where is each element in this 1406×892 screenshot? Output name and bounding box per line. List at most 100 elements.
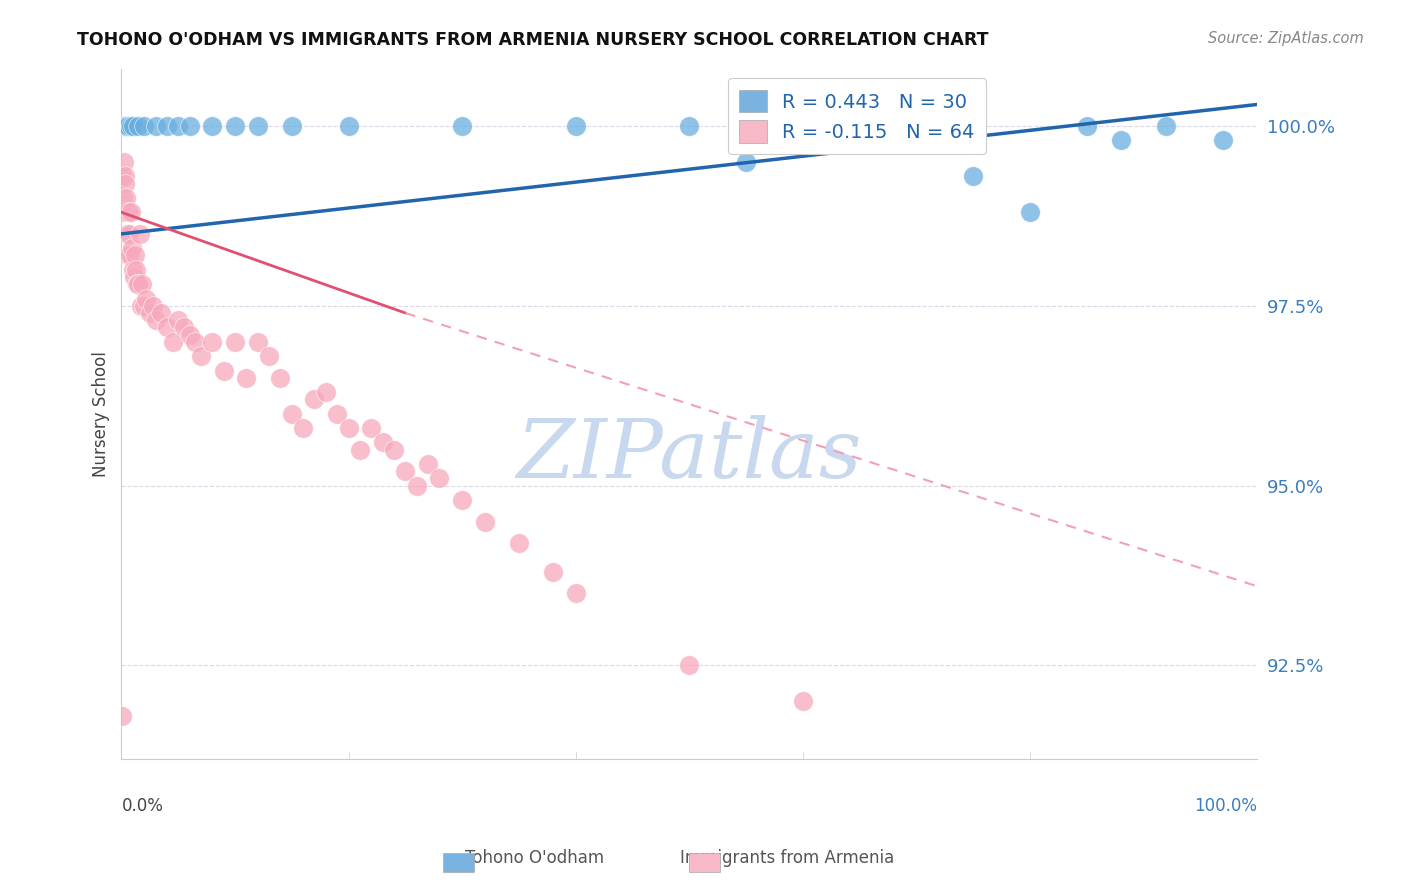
Point	[292, 421, 315, 435]
Point	[121, 119, 143, 133]
Point	[145, 119, 167, 133]
Point	[1109, 133, 1132, 147]
Point	[128, 227, 150, 241]
Point	[114, 169, 136, 184]
Y-axis label: Nursery School: Nursery School	[93, 351, 110, 476]
Point	[179, 327, 201, 342]
Text: Source: ZipAtlas.com: Source: ZipAtlas.com	[1208, 31, 1364, 46]
Point	[117, 205, 139, 219]
Point	[224, 119, 246, 133]
Point	[114, 177, 136, 191]
Point	[349, 442, 371, 457]
Point	[111, 119, 134, 133]
Text: 0.0%: 0.0%	[121, 797, 163, 814]
Point	[201, 334, 224, 349]
Point	[962, 169, 984, 184]
Point	[127, 277, 149, 292]
Point	[735, 155, 758, 169]
Point	[326, 407, 349, 421]
Point	[173, 320, 195, 334]
Point	[564, 119, 586, 133]
Point	[131, 277, 153, 292]
Point	[114, 119, 136, 133]
Point	[792, 694, 814, 708]
Text: Immigrants from Armenia: Immigrants from Armenia	[681, 849, 894, 867]
Point	[281, 119, 304, 133]
Point	[115, 191, 138, 205]
Point	[1212, 133, 1234, 147]
Point	[405, 478, 427, 492]
Point	[905, 119, 928, 133]
Point	[120, 119, 142, 133]
Point	[382, 442, 405, 457]
Point	[124, 248, 146, 262]
Point	[848, 119, 870, 133]
Point	[246, 119, 269, 133]
Point	[429, 471, 451, 485]
Point	[112, 155, 135, 169]
Point	[179, 119, 201, 133]
Legend: R = 0.443   N = 30, R = -0.115   N = 64: R = 0.443 N = 30, R = -0.115 N = 64	[728, 78, 986, 154]
Point	[111, 708, 134, 723]
Point	[451, 119, 474, 133]
Point	[134, 299, 156, 313]
Point	[135, 292, 157, 306]
Point	[121, 241, 143, 255]
Point	[120, 205, 142, 219]
Point	[112, 119, 135, 133]
Point	[139, 306, 162, 320]
Point	[112, 205, 135, 219]
Point	[678, 658, 700, 673]
Point	[125, 263, 148, 277]
Point	[115, 227, 138, 241]
Point	[678, 119, 700, 133]
Point	[224, 334, 246, 349]
Text: 100.0%: 100.0%	[1194, 797, 1257, 814]
Point	[1154, 119, 1177, 133]
Point	[394, 464, 416, 478]
Point	[541, 565, 564, 579]
Point	[142, 299, 165, 313]
Point	[115, 119, 138, 133]
Point	[121, 263, 143, 277]
Point	[127, 119, 149, 133]
Point	[167, 119, 190, 133]
Point	[235, 370, 257, 384]
Point	[564, 586, 586, 600]
Point	[111, 169, 134, 184]
Point	[111, 191, 134, 205]
Point	[315, 385, 337, 400]
Point	[162, 334, 184, 349]
Point	[474, 515, 496, 529]
Point	[337, 119, 360, 133]
Point	[1076, 119, 1098, 133]
Point	[134, 119, 156, 133]
Point	[416, 457, 439, 471]
Point	[129, 299, 152, 313]
Point	[451, 492, 474, 507]
Point	[269, 370, 291, 384]
Text: TOHONO O'ODHAM VS IMMIGRANTS FROM ARMENIA NURSERY SCHOOL CORRELATION CHART: TOHONO O'ODHAM VS IMMIGRANTS FROM ARMENI…	[77, 31, 988, 49]
Point	[371, 435, 394, 450]
Point	[360, 421, 382, 435]
Point	[212, 363, 235, 377]
Point	[337, 421, 360, 435]
Point	[156, 320, 179, 334]
Point	[304, 392, 326, 407]
Point	[145, 313, 167, 327]
Point	[184, 334, 207, 349]
Point	[190, 349, 212, 363]
Point	[117, 248, 139, 262]
Point	[257, 349, 280, 363]
Point	[150, 306, 173, 320]
Point	[127, 277, 149, 292]
Point	[122, 270, 145, 285]
Point	[508, 536, 530, 550]
Point	[156, 119, 179, 133]
Point	[118, 227, 141, 241]
Point	[117, 119, 139, 133]
Text: Tohono O'odham: Tohono O'odham	[465, 849, 603, 867]
Point	[118, 248, 141, 262]
Point	[167, 313, 190, 327]
Point	[246, 334, 269, 349]
